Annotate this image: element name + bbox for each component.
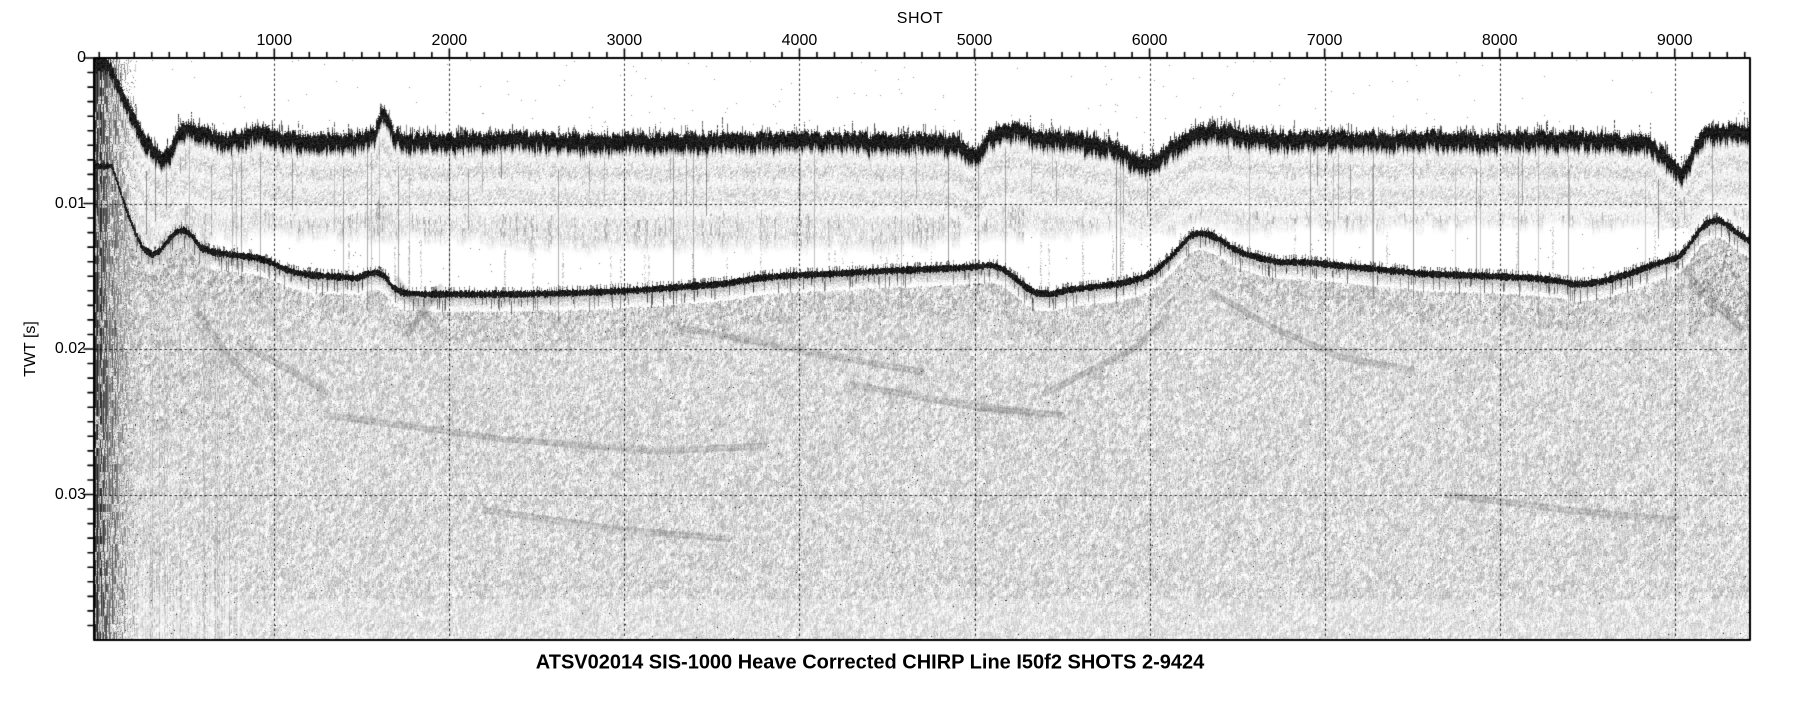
x-tick-label: 5000 (956, 32, 993, 49)
x-tick-label: 3000 (606, 32, 643, 49)
x-tick-label: 9000 (1656, 32, 1693, 49)
figure-title: ATSV02014 SIS-1000 Heave Corrected CHIRP… (535, 651, 1205, 674)
y-tick-label: 0.03 (54, 485, 86, 503)
y-axis-title: TWT [s] (22, 321, 39, 377)
y-tick-label: 0.01 (54, 194, 86, 212)
x-axis-title: SHOT (896, 10, 944, 27)
x-tick-label: 4000 (781, 32, 818, 49)
x-tick-label: 7000 (1306, 32, 1343, 49)
x-tick-label: 8000 (1481, 32, 1518, 49)
x-tick-label: 6000 (1131, 32, 1168, 49)
x-tick-label: 1000 (256, 32, 293, 49)
y-tick-label: 0 (77, 49, 86, 66)
y-tick-label: 0.02 (54, 340, 86, 357)
x-tick-label: 2000 (431, 32, 468, 49)
